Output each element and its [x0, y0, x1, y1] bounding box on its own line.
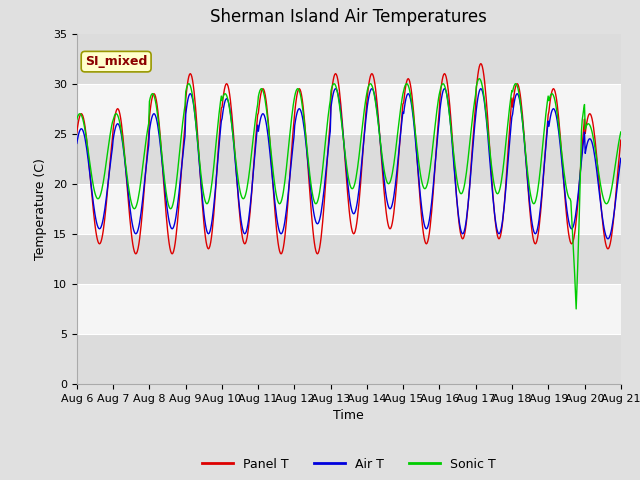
- Bar: [77, 234, 621, 284]
- Y-axis label: Temperature (C): Temperature (C): [35, 158, 47, 260]
- X-axis label: Time: Time: [333, 409, 364, 422]
- Bar: [77, 134, 621, 184]
- Legend: Panel T, Air T, Sonic T: Panel T, Air T, Sonic T: [197, 453, 501, 476]
- Bar: [77, 334, 621, 384]
- Text: SI_mixed: SI_mixed: [85, 55, 147, 68]
- Bar: [77, 34, 621, 84]
- Title: Sherman Island Air Temperatures: Sherman Island Air Temperatures: [211, 9, 487, 26]
